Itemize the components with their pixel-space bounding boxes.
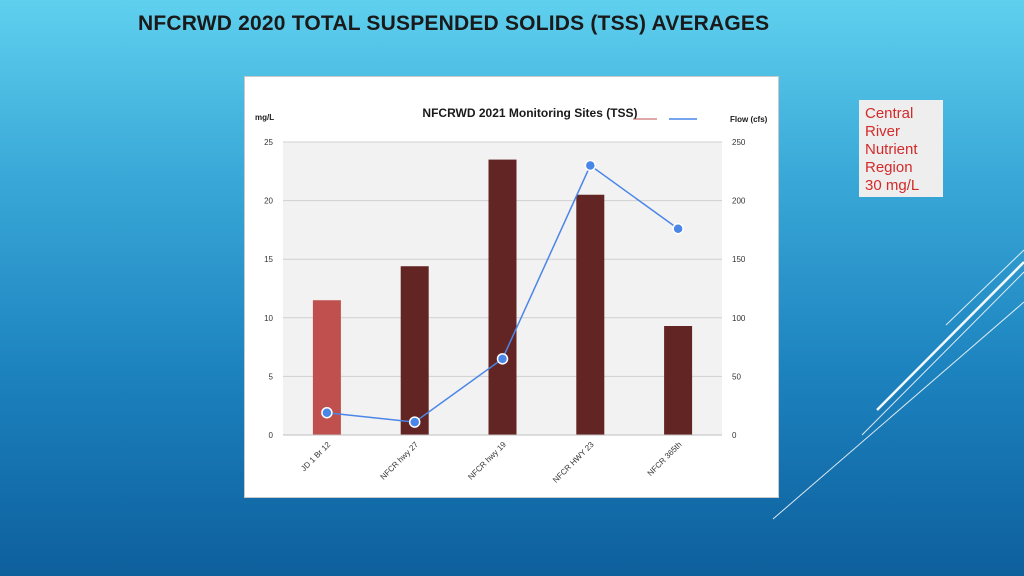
nutrient-region-note: Central River Nutrient Region 30 mg/L — [859, 100, 943, 197]
note-line: Region — [865, 159, 913, 176]
chart-frame: 0 5 10 15 20 25 0 50 100 150 200 250 JD 1 Br 12 NFC… — [244, 76, 779, 498]
x-tick-label: NFCR hwy 27 — [379, 440, 421, 482]
tss-chart: 0 5 10 15 20 25 0 50 100 150 200 250 JD 1 Br 12 NFC… — [255, 106, 768, 485]
y2-tick-label: 0 — [732, 431, 737, 440]
y-tick-label: 25 — [264, 138, 273, 147]
y-tick-label: 10 — [264, 314, 273, 323]
y2-tick-label: 100 — [732, 314, 746, 323]
y-tick-label: 15 — [264, 255, 273, 264]
y2-tick-label: 50 — [732, 372, 741, 381]
tss-bar — [664, 326, 693, 435]
x-axis-tick-labels: JD 1 Br 12 NFCR hwy 27 NFCR hwy 19 NFCR HWY… — [299, 440, 683, 485]
flow-point — [408, 416, 421, 428]
y-tick-label: 20 — [264, 197, 273, 206]
y2-tick-label: 200 — [732, 197, 746, 206]
left-axis-ticks: 0 5 10 15 20 25 — [264, 138, 273, 440]
note-line: 30 mg/L — [865, 177, 920, 194]
flow-point — [584, 159, 597, 172]
right-axis-ticks: 0 50 100 150 200 250 — [732, 138, 746, 440]
y2-axis-label: Flow (cfs) — [730, 115, 768, 124]
y-tick-label: 0 — [269, 431, 274, 440]
note-line: Nutrient — [865, 141, 918, 158]
tss-bar — [488, 159, 517, 435]
y-axis-label: mg/L — [255, 113, 274, 122]
flow-point — [496, 353, 509, 365]
y2-tick-label: 250 — [732, 138, 746, 147]
flow-point — [672, 222, 684, 235]
x-tick-label: JD 1 Br 12 — [299, 440, 332, 473]
y2-tick-label: 150 — [732, 255, 746, 264]
tss-bar — [576, 194, 605, 435]
slide-title: NFCRWD 2020 TOTAL SUSPENDED SOLIDS (TSS)… — [138, 12, 770, 35]
chart-title: NFCRWD 2021 Monitoring Sites (TSS) — [422, 106, 637, 120]
note-line: Central — [865, 105, 914, 122]
flow-line-series — [321, 159, 684, 428]
note-line: River — [865, 123, 901, 140]
x-tick-label: NFCR hwy 19 — [466, 440, 508, 482]
x-tick-label: NFCR 365th — [646, 440, 684, 478]
tss-bar — [400, 266, 429, 435]
x-tick-label: NFCR HWY 23 — [551, 440, 596, 485]
flow-point — [321, 406, 333, 419]
y-tick-label: 5 — [269, 372, 274, 381]
